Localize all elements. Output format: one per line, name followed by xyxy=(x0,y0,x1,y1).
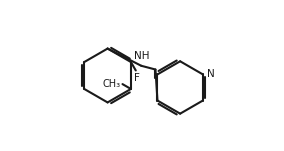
Text: CH₃: CH₃ xyxy=(103,79,121,89)
Text: NH: NH xyxy=(134,51,150,61)
Text: F: F xyxy=(134,73,140,83)
Text: N: N xyxy=(207,69,215,79)
